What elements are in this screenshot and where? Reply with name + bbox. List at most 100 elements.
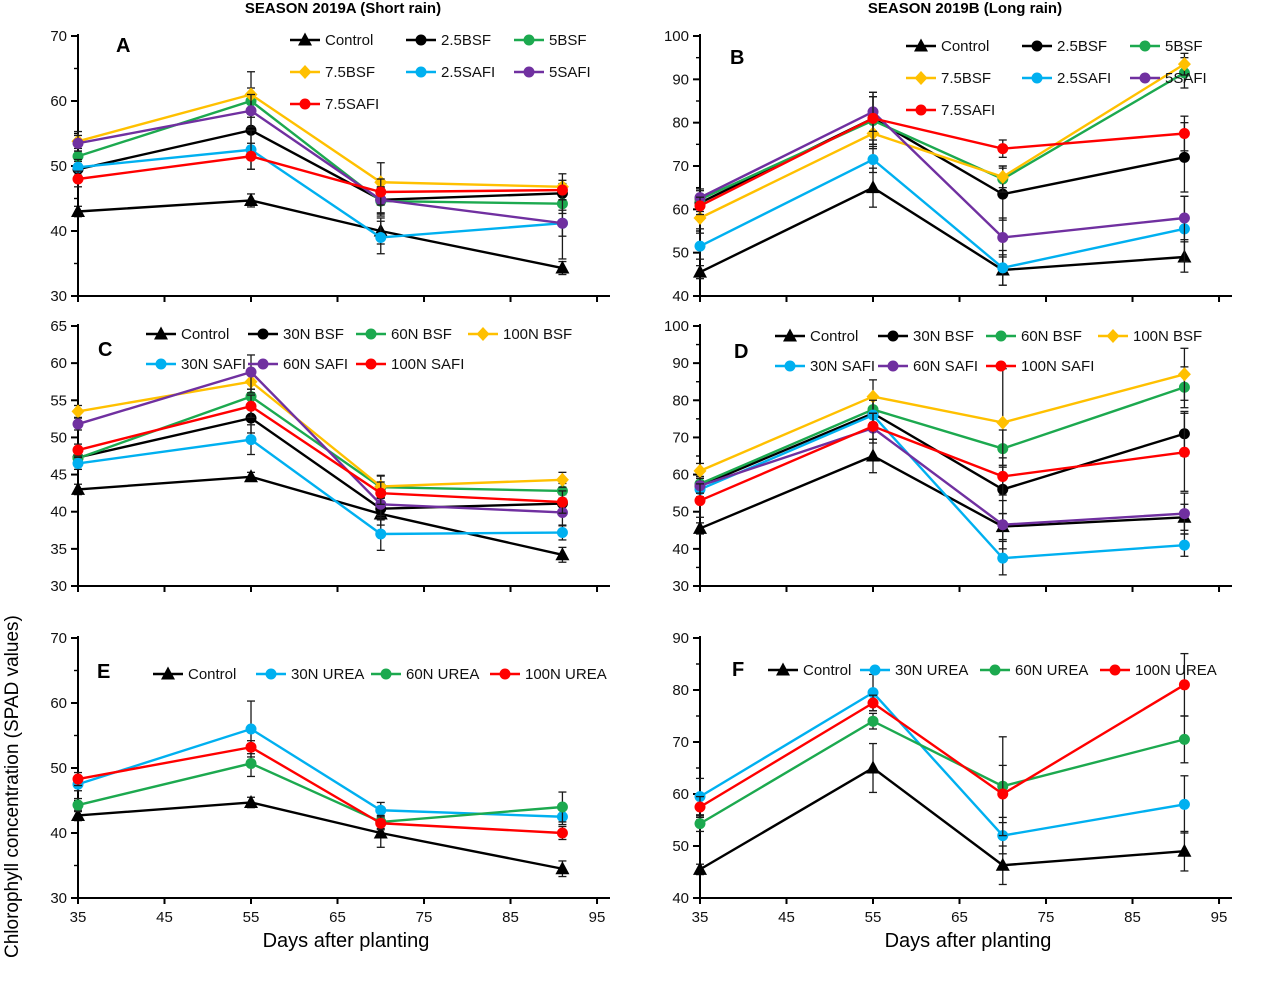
- legend-label: 2.5SAFI: [441, 64, 495, 81]
- legend-label: 100N UREA: [525, 666, 607, 683]
- legend-item-60n-urea: 60N UREA: [980, 662, 1088, 679]
- legend: Control 2.5BSF 5BSF 7.5BSF 2.5SAFI 5SAFI 7.5SA…: [290, 32, 591, 113]
- y-tick-label: 80: [672, 115, 689, 132]
- legend-item-5bsf: 5BSF: [1130, 38, 1203, 55]
- legend-label: 100N SAFI: [391, 356, 464, 373]
- series-7-5bsf: [71, 71, 569, 203]
- legend-label: 5BSF: [549, 32, 587, 49]
- chart-panel-c: 30 35 40 45 50 55 60 65 Control 30N BSF 60N BSF 100…: [50, 318, 610, 595]
- x-tick-label: 45: [156, 909, 173, 926]
- column-season-2019b: SEASON 2019B (Long rain) 40 50 60 70 80 90 100…: [650, 0, 1240, 953]
- tick-labels: 30 40 50 60 70 35 45 55 65 75 85 95: [50, 630, 605, 926]
- legend-item-30n-safi: 30N SAFI: [775, 358, 875, 375]
- x-tick-label: 75: [416, 909, 433, 926]
- panel-letter: D: [734, 341, 748, 363]
- series-30n-urea: [694, 673, 1190, 855]
- legend-label: 5SAFI: [1165, 70, 1207, 87]
- legend: Control 30N UREA 60N UREA 100N UREA: [153, 666, 607, 683]
- series-30n-bsf: [72, 402, 568, 521]
- legend-item-control: Control: [290, 32, 373, 49]
- tick-labels: 40 50 60 70 80 90 35 45 55 65 75 85 95: [672, 630, 1227, 926]
- series-5safi: [72, 93, 568, 237]
- x-tick-label: 55: [865, 909, 882, 926]
- legend-label: 60N SAFI: [283, 356, 348, 373]
- y-tick-label: 40: [50, 504, 67, 521]
- y-tick-label: 50: [672, 838, 689, 855]
- y-tick-label: 60: [50, 695, 67, 712]
- legend-label: Control: [325, 32, 373, 49]
- legend-item-2-5bsf: 2.5BSF: [406, 32, 491, 49]
- legend-item-60n-bsf: 60N BSF: [986, 328, 1082, 345]
- tick-labels: 30 40 50 60 70 80 90 100: [664, 318, 689, 595]
- y-tick-label: 70: [672, 158, 689, 175]
- legend-label: Control: [181, 326, 229, 343]
- series-control: [71, 192, 570, 276]
- y-tick-label: 40: [672, 890, 689, 907]
- legend: Control 2.5BSF 5BSF 7.5BSF 2.5SAFI 5SAFI 7.5SA…: [906, 38, 1207, 119]
- y-tick-label: 40: [50, 223, 67, 240]
- legend-label: 5SAFI: [549, 64, 591, 81]
- legend-label: 7.5BSF: [941, 70, 991, 87]
- y-tick-label: 35: [50, 541, 67, 558]
- x-tick-label: 35: [70, 909, 87, 926]
- legend-item-2-5safi: 2.5SAFI: [406, 64, 495, 81]
- series-7-5safi: [694, 96, 1190, 216]
- legend-item-60n-bsf: 60N BSF: [356, 326, 452, 343]
- chart-panel-d: 30 40 50 60 70 80 90 100 Control 30N BSF 60N BSF 10…: [664, 318, 1232, 595]
- y-tick-label: 60: [50, 355, 67, 372]
- y-tick-label: 50: [50, 158, 67, 175]
- series-30n-urea: [72, 700, 568, 826]
- legend-item-7-5safi: 7.5SAFI: [290, 96, 379, 113]
- y-tick-label: 70: [50, 28, 67, 45]
- x-tick-label: 85: [502, 909, 519, 926]
- legend-label: 100N SAFI: [1021, 358, 1094, 375]
- legend-item-100n-urea: 100N UREA: [1100, 662, 1217, 679]
- y-tick-label: 40: [672, 288, 689, 305]
- y-tick-label: 30: [50, 288, 67, 305]
- series-60n-safi: [694, 412, 1190, 550]
- legend-item-30n-bsf: 30N BSF: [878, 328, 974, 345]
- legend-item-5safi: 5SAFI: [1130, 70, 1207, 87]
- chart-panel-a: 30 40 50 60 70 Control 2.5BSF 5BSF 7.5BSF 2.5SAFI…: [50, 28, 610, 305]
- y-tick-label: 90: [672, 71, 689, 88]
- legend-label: 60N BSF: [391, 326, 452, 343]
- axes: [693, 324, 1232, 592]
- legend-item-100n-bsf: 100N BSF: [1098, 328, 1202, 345]
- y-tick-label: 70: [50, 630, 67, 647]
- x-tick-label: 35: [692, 909, 709, 926]
- legend-item-30n-urea: 30N UREA: [860, 662, 968, 679]
- series-30n-safi: [694, 399, 1190, 576]
- legend-label: 100N BSF: [1133, 328, 1202, 345]
- legend-label: 2.5BSF: [1057, 38, 1107, 55]
- series-7-5safi: [72, 142, 568, 206]
- y-tick-label: 60: [50, 93, 67, 110]
- y-tick-label: 50: [672, 504, 689, 521]
- x-tick-label: 95: [1211, 909, 1228, 926]
- legend-label: Control: [941, 38, 989, 55]
- y-tick-label: 60: [672, 786, 689, 803]
- series-100n-safi: [72, 394, 568, 514]
- y-tick-label: 60: [672, 467, 689, 484]
- y-tick-label: 40: [50, 825, 67, 842]
- legend-item-100n-safi: 100N SAFI: [356, 356, 464, 373]
- legend-label: 30N BSF: [913, 328, 974, 345]
- y-axis-title: Chlorophyll concentration (SPAD values): [2, 615, 23, 958]
- legend-item-control: Control: [153, 666, 236, 683]
- legend-label: 30N SAFI: [810, 358, 875, 375]
- legend-label: Control: [810, 328, 858, 345]
- y-tick-label: 90: [672, 355, 689, 372]
- legend-label: 30N SAFI: [181, 356, 246, 373]
- series-100n-safi: [694, 412, 1190, 518]
- series-7-5bsf: [693, 52, 1191, 230]
- y-tick-label: 100: [664, 318, 689, 335]
- x-tick-label: 55: [243, 909, 260, 926]
- y-tick-label: 65: [50, 318, 67, 335]
- y-tick-label: 60: [672, 201, 689, 218]
- legend-label: 30N UREA: [291, 666, 364, 683]
- y-tick-label: 70: [672, 429, 689, 446]
- legend-item-7-5safi: 7.5SAFI: [906, 102, 995, 119]
- legend-item-60n-safi: 60N SAFI: [248, 356, 348, 373]
- x-tick-label: 95: [589, 909, 606, 926]
- y-tick-label: 50: [672, 245, 689, 262]
